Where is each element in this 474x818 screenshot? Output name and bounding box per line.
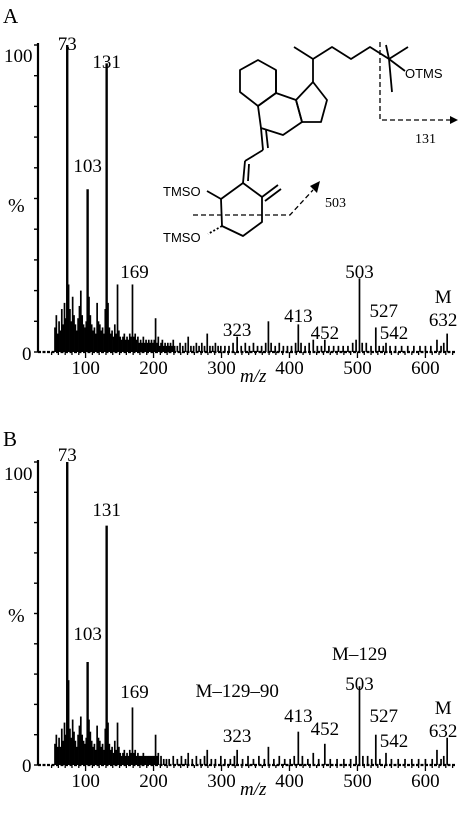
panel-b-ytick-0: 0 — [22, 756, 32, 777]
panel-b-peaks — [54, 462, 449, 765]
ring-left — [239, 59, 277, 107]
panel-b: B % 100 0 m/z 100 200 300 400 500 600 73 103 13… — [3, 427, 457, 800]
chain-bond-2 — [244, 149, 264, 162]
x-tick-label: 200 — [139, 771, 168, 792]
tmso-bond-1 — [206, 190, 222, 200]
x-tick-label: 600 — [411, 358, 440, 379]
methylene-bond — [261, 184, 279, 198]
peak-label: M–129 — [332, 644, 387, 665]
x-tick-label: 100 — [71, 771, 100, 792]
panel-a-peaks — [54, 45, 449, 352]
peak-label: 542 — [380, 731, 409, 752]
peak-label: 527 — [370, 301, 399, 322]
chain-bond-3b — [247, 163, 250, 182]
x-tick-label: 600 — [411, 771, 440, 792]
methylene-bond-b — [264, 188, 282, 202]
methyl-bond — [385, 44, 390, 60]
panel-a-ytick-100: 100 — [4, 46, 33, 67]
peak-label: 103 — [73, 624, 102, 645]
x-tick-label: 300 — [207, 771, 236, 792]
peak-label: M–129–90 — [195, 681, 278, 702]
peak-label: 73 — [58, 34, 77, 55]
side-chain-bond — [293, 46, 409, 60]
peak-label: 169 — [120, 262, 149, 283]
tmso-label-2: TMSO — [163, 230, 201, 245]
peak-label: 169 — [120, 682, 149, 703]
fragment-503-arrowhead — [310, 181, 320, 193]
peak-label: 131 — [92, 52, 121, 73]
panel-b-xlabel: m/z — [240, 779, 267, 800]
peak-label: 323 — [223, 320, 252, 341]
fragment-131-arrowhead — [450, 116, 458, 124]
fragment-503-label: 503 — [325, 196, 346, 211]
x-tick-label: 100 — [71, 358, 100, 379]
methyl-bond-2 — [388, 58, 393, 93]
panel-b-label: B — [3, 427, 17, 451]
panel-a-ytick-0: 0 — [22, 344, 32, 365]
peak-label: 632 — [429, 310, 458, 331]
panel-a-ylabel: % — [8, 195, 25, 217]
panel-a-xlabel: m/z — [240, 366, 267, 387]
peak-label: 413 — [284, 706, 313, 727]
molecule-structure — [206, 44, 409, 237]
peak-label: 452 — [311, 719, 340, 740]
x-tick-label: 500 — [343, 771, 372, 792]
fragment-131-cleavage — [379, 42, 450, 121]
peak-label: 542 — [380, 323, 409, 344]
peak-label: M — [435, 698, 452, 719]
panel-b-ytick-100: 100 — [4, 464, 33, 485]
fragment-503-cleavage — [193, 189, 314, 216]
x-tick-label: 300 — [207, 358, 236, 379]
ring-c — [257, 92, 303, 136]
fragment-arrows — [193, 42, 450, 216]
ring-a — [220, 182, 263, 237]
otms-label: OTMS — [405, 66, 443, 81]
peak-label: M — [435, 287, 452, 308]
otms-bond — [388, 58, 406, 72]
peak-label: 73 — [58, 445, 77, 466]
peak-label: 131 — [92, 500, 121, 521]
panel-b-ylabel: % — [8, 605, 25, 627]
tmso-label-1: TMSO — [163, 184, 201, 199]
chain-bond-3 — [242, 160, 246, 184]
fragment-131-label: 131 — [415, 132, 436, 147]
peak-label: 527 — [370, 706, 399, 727]
peak-label: 632 — [429, 721, 458, 742]
panel-a: A % 100 0 m/z 100 200 300 400 500 600 73 103 13… — [3, 4, 458, 387]
peak-label: 452 — [311, 323, 340, 344]
peak-label: 413 — [284, 306, 313, 327]
peak-label: 503 — [345, 674, 374, 695]
x-tick-label: 400 — [275, 771, 304, 792]
tmso-bond-2 — [207, 225, 223, 235]
x-tick-label: 500 — [343, 358, 372, 379]
x-tick-label: 400 — [275, 358, 304, 379]
peak-label: 103 — [73, 156, 102, 177]
peak-label: 323 — [223, 726, 252, 747]
x-tick-label: 200 — [139, 358, 168, 379]
panel-a-label: A — [3, 4, 19, 28]
ring-d — [295, 81, 328, 123]
chain-bond-1 — [260, 127, 264, 151]
chain-bond-1b — [265, 129, 269, 149]
peak-label: 503 — [345, 262, 374, 283]
